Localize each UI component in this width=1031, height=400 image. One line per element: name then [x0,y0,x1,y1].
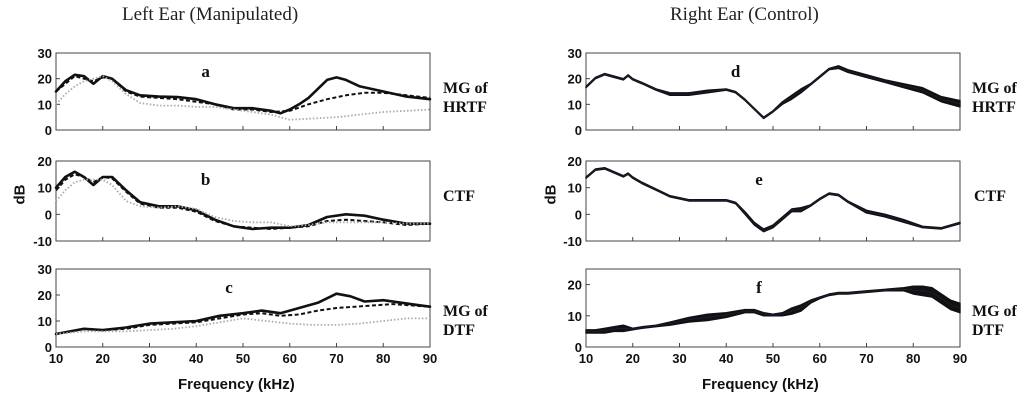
row-label-left-bottom: MG of DTF [443,302,488,340]
panel-f-control-centerline [586,288,961,332]
panel-e-ytick-label: 0 [575,207,582,222]
panel-e-ytick-label: 20 [568,154,582,169]
panel-f-xtick-label: 90 [953,351,967,366]
panel-a-ytick-label: 0 [45,123,52,138]
panel-d: 0 10 20 30 d [568,46,961,138]
panel-c-ytick-label: 10 [38,314,52,329]
panel-a-ytick-label: 20 [38,72,52,87]
panel-f-xtick-label: 30 [672,351,686,366]
panel-f-ytick-label: 10 [568,309,582,324]
panel-d-ytick-label: 10 [568,97,582,112]
panel-f-control-band [585,285,961,334]
left-column-title: Left Ear (Manipulated) [122,4,299,25]
row-label-right-middle: CTF [974,187,1006,206]
row-label-right-middle-line1: CTF [974,188,1006,205]
panel-f-xtick-label: 60 [813,351,827,366]
panel-a-letter: a [201,62,210,81]
panel-c-xtick-label: 90 [423,351,437,366]
panel-c-series-dotted [55,317,430,335]
panel-f-ytick-label: 20 [568,278,582,293]
panel-f-xtick-label: 40 [719,351,733,366]
panel-c-ytick-label: 20 [38,288,52,303]
panel-f-xtick-label: 70 [859,351,873,366]
panel-a-ytick-label: 30 [38,46,52,61]
panel-c-xtick-label: 70 [329,351,343,366]
row-label-right-top-line1: MG of [972,80,1017,97]
panel-f-letter: f [756,278,762,297]
panel-a: 0 10 20 30 a [38,46,432,138]
panel-f-xtick-label: 80 [906,351,920,366]
row-label-left-top-line1: MG of [443,80,488,97]
panel-b-frame [55,160,431,242]
panel-d-frame [585,52,961,131]
panel-f-frame [585,268,961,348]
panel-f-xtick-label: 50 [766,351,780,366]
panel-b-series-dotted [55,178,430,228]
row-label-left-middle: CTF [443,187,475,206]
panel-d-ytick-label: 0 [575,123,582,138]
panel-c-xtick-label: 80 [376,351,390,366]
panel-a-series-dashed [55,75,431,113]
left-x-axis-label: Frequency (kHz) [178,376,295,393]
panel-b-series-dashed [55,173,431,230]
row-label-left-top: MG of HRTF [443,79,488,117]
row-label-right-bottom: MG of DTF [972,302,1017,340]
panel-c-xtick-label: 50 [236,351,250,366]
row-label-left-middle-line1: CTF [443,188,475,205]
panel-e-ytick-label: -10 [563,234,582,249]
panel-c-xtick-label: 60 [283,351,297,366]
panel-e: -10 0 10 20 e [563,154,961,249]
panel-c-xtick-label: 30 [142,351,156,366]
panel-c-xtick-label: 10 [49,351,63,366]
panel-e-ytick-label: 10 [568,181,582,196]
row-label-left-top-line2: HRTF [443,99,487,116]
panel-b-ytick-label: 0 [45,207,52,222]
panel-e-control-centerline [585,167,961,231]
right-column-title: Right Ear (Control) [670,4,819,25]
panel-b-ytick-label: -10 [33,234,52,249]
panel-c-ytick-label: 30 [38,262,52,277]
panel-e-control-band [585,166,961,233]
panel-c-xtick-label: 20 [96,351,110,366]
panel-a-ytick-label: 10 [38,97,52,112]
panel-f-xtick-label: 20 [626,351,640,366]
panel-b-series-solid [54,170,432,231]
row-label-right-top-line2: HRTF [972,99,1016,116]
panel-e-letter: e [755,170,763,189]
panel-a-series-dotted [55,75,431,121]
panel-f-xtick-label: 10 [579,351,593,366]
row-label-right-bottom-line1: MG of [972,303,1017,320]
panel-a-series-solid [54,73,432,115]
right-x-axis-label: Frequency (kHz) [702,376,819,393]
panel-b: -10 0 10 20 b [33,154,432,249]
panel-c-series-dashed [55,303,431,335]
panel-c-xtick-label: 40 [189,351,203,366]
row-label-right-top: MG of HRTF [972,79,1017,117]
panel-b-ytick-label: 10 [38,181,52,196]
panel-a-frame [55,52,431,131]
panel-b-ytick-label: 20 [38,154,52,169]
panel-d-letter: d [731,62,741,81]
row-label-left-bottom-line1: MG of [443,303,488,320]
panel-c-ytick-label: 0 [45,340,52,355]
panel-f-ytick-label: 0 [575,340,582,355]
panel-c-frame [55,268,431,348]
panel-d-control-band [585,65,961,120]
row-label-left-bottom-line2: DTF [443,322,475,339]
panel-d-control-centerline [585,66,961,119]
row-label-right-bottom-line2: DTF [972,322,1004,339]
panel-b-letter: b [201,170,210,189]
panel-e-frame [585,160,961,242]
panel-d-ytick-label: 30 [568,46,582,61]
panel-c-letter: c [225,278,233,297]
panel-d-ytick-label: 20 [568,72,582,87]
